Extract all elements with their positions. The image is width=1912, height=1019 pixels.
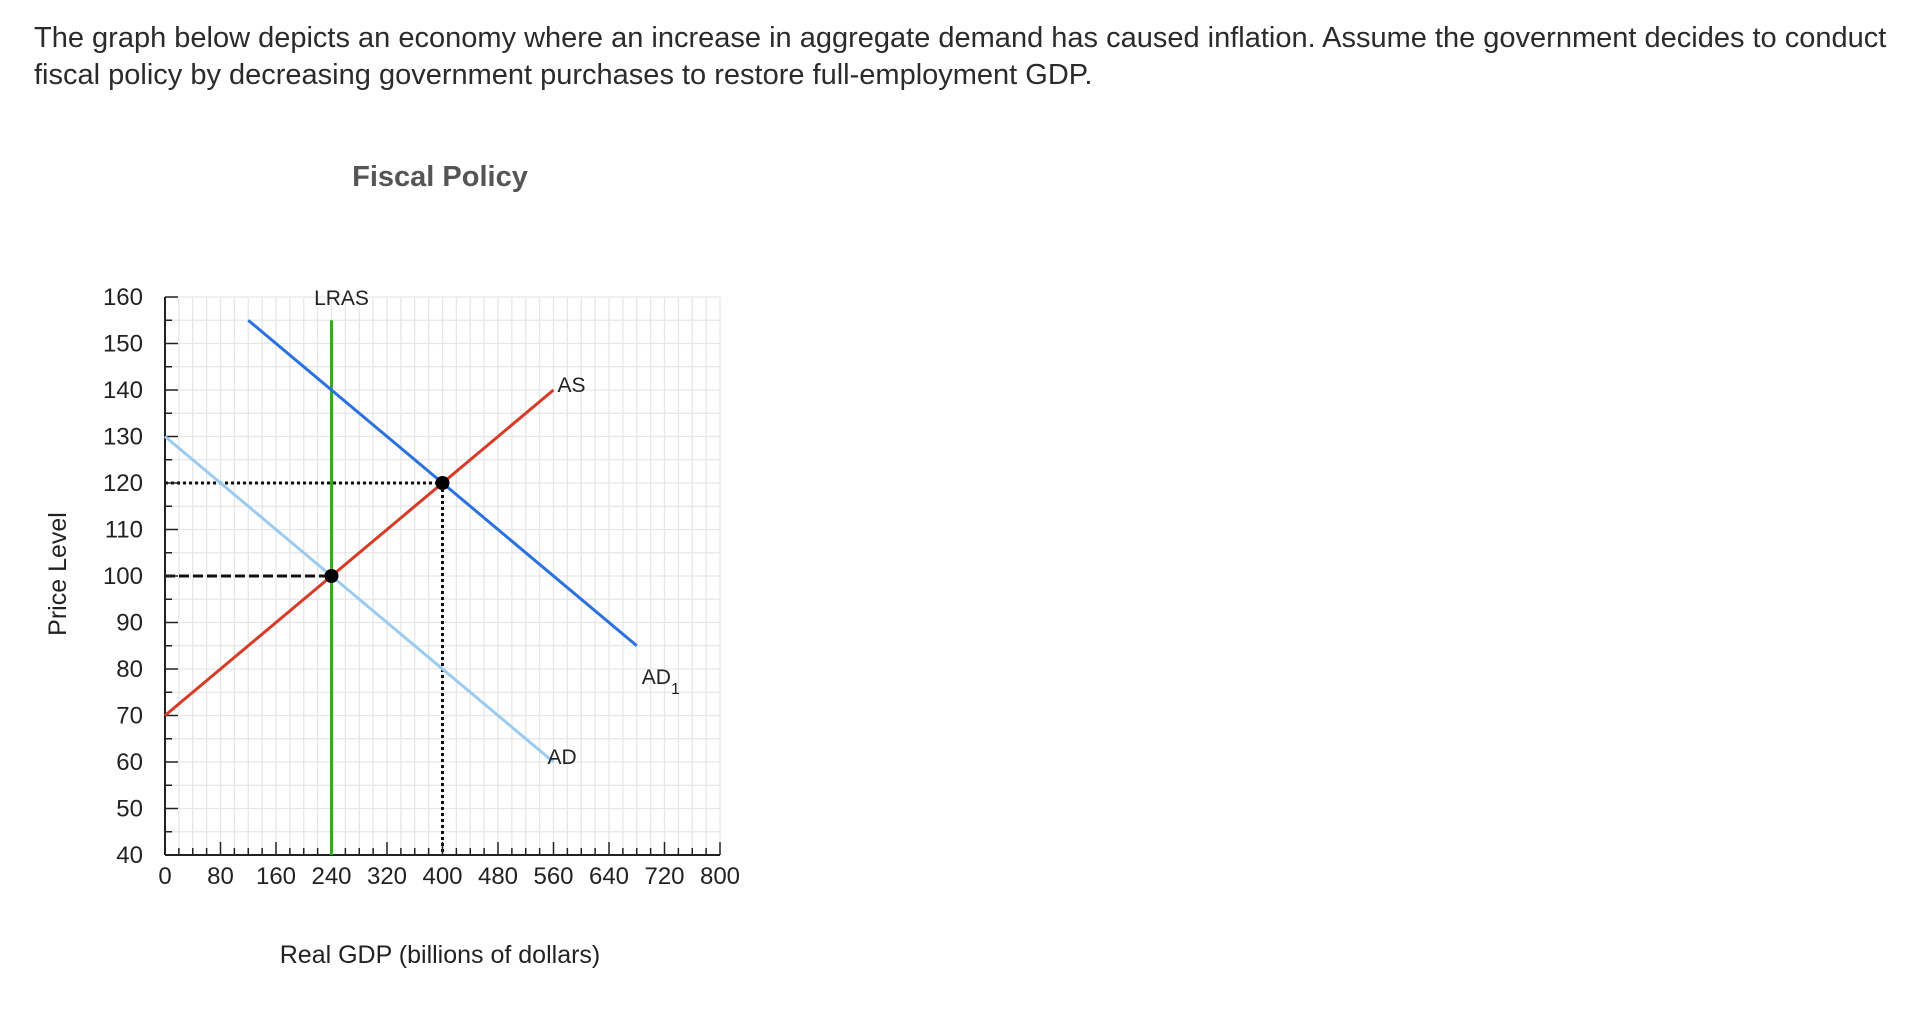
chart-curves [164,319,638,855]
chart-equilibria [324,476,450,583]
curve-as [164,388,555,717]
y-tick-label: 110 [105,517,143,544]
curve-label-as: AS [558,374,586,397]
x-tick-label: 400 [422,863,462,890]
x-tick-label: 720 [644,863,684,890]
chart-labels: LRAS AS AD AD1 [314,287,680,769]
x-tick-label: 320 [367,863,407,890]
y-tick-label: 100 [103,563,143,590]
x-tick-label: 560 [533,863,573,890]
x-tick-label: 240 [311,863,351,890]
y-tick-label: 140 [103,377,143,404]
y-tick-label: 40 [116,842,143,869]
y-tick-label: 150 [103,331,143,358]
equilibrium-point [435,476,450,490]
curve-label-ad1: AD1 [642,666,680,698]
x-tick-label: 80 [207,863,234,890]
y-tick-label: 70 [116,703,143,730]
x-tick-label: 800 [700,863,740,890]
y-axis-label: Price Level [44,512,72,636]
x-tick-label: 480 [478,863,518,890]
question-prompt: The graph below depicts an economy where… [34,20,1904,94]
x-tick-label: 640 [589,863,629,890]
x-tick-label: 160 [256,863,296,890]
y-tick-label: 80 [116,656,143,683]
y-tick-label: 160 [103,284,143,311]
y-tick-label: 50 [116,796,143,823]
x-tick-label: 0 [158,863,171,890]
chart-title: Fiscal Policy [352,161,528,193]
curve-label-ad: AD [548,746,577,769]
x-axis-label: Real GDP (billions of dollars) [280,941,601,969]
question-text: The graph below depicts an economy where… [34,22,1887,91]
y-tick-label: 120 [103,470,143,497]
chart-axes: 40 50 60 70 80 90 100 110 120 130 140 150 160 0 80 160 2… [103,284,740,890]
equilibrium-point [324,569,339,583]
curve-label-lras: LRAS [314,287,369,310]
chart-grid [164,296,721,856]
y-tick-label: 130 [103,424,143,451]
y-tick-label: 60 [116,749,143,776]
curve-ad [164,435,555,764]
y-tick-label: 90 [116,610,143,637]
